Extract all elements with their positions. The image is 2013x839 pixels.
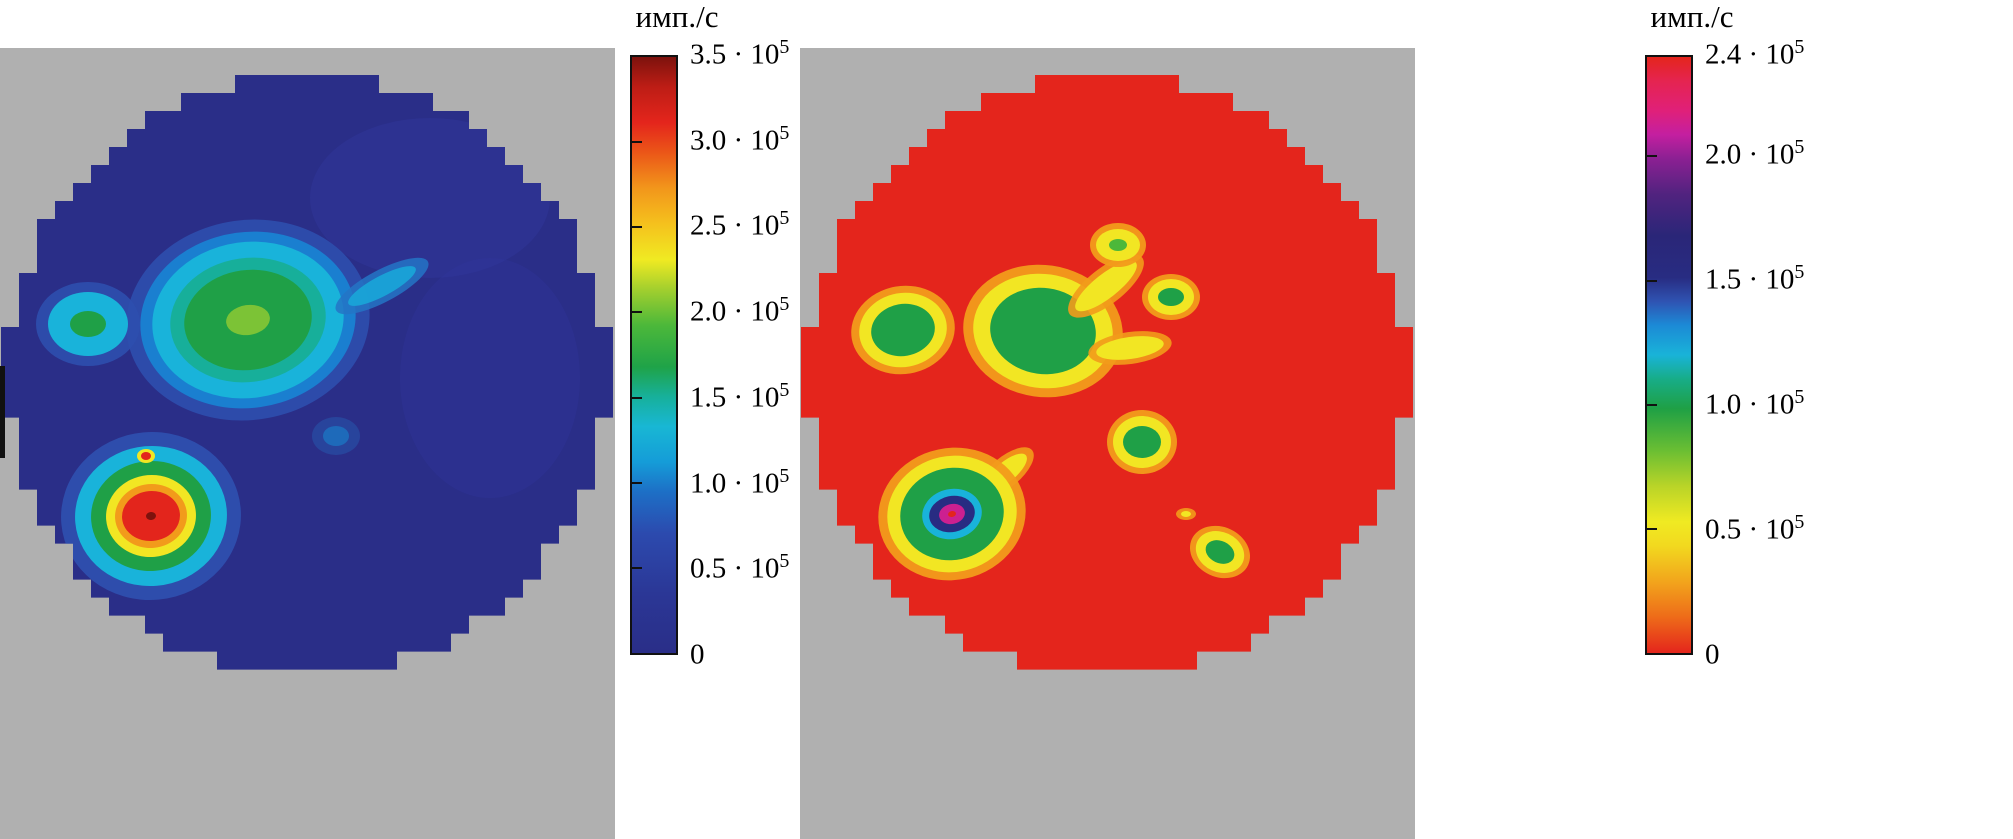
colorbar-tickmark bbox=[632, 226, 642, 229]
colorbar-right: 2.4 · 105 2.0 · 105 1.5 · 105 1.0 · 105 0.5 … bbox=[1645, 37, 1885, 669]
colorbar-tickmark bbox=[632, 141, 642, 144]
colorbar-unit-label-left: имп./с bbox=[635, 0, 719, 34]
colorbar-tickmark bbox=[1647, 527, 1657, 530]
colorbar-tick-label: 1.0 · 105 bbox=[690, 464, 790, 500]
colorbar-tickmark bbox=[1647, 403, 1657, 406]
colorbar-tick-label: 0 bbox=[1705, 638, 1720, 671]
colorbar-gradient-left bbox=[630, 55, 678, 655]
colorbar-tickmark bbox=[1647, 279, 1657, 282]
colorbar-tick-label: 0.5 · 105 bbox=[690, 550, 790, 585]
blob-lower-left-focus bbox=[146, 511, 156, 521]
scan-image-right bbox=[800, 48, 1415, 839]
colorbar-tick-label: 0 bbox=[690, 638, 705, 671]
colorbar-left: 3.5 · 105 3.0 · 105 2.5 · 105 2.0 · 105 1.5 … bbox=[630, 37, 870, 669]
colorbar-tickmark bbox=[632, 566, 642, 569]
colorbar-gradient-right bbox=[1645, 55, 1693, 655]
scan-image-left bbox=[0, 48, 615, 839]
colorbar-tick-label: 2.4 · 105 bbox=[1705, 35, 1805, 71]
blob-lower-right-defect bbox=[1205, 540, 1235, 564]
blob-arm-upper-right bbox=[1075, 260, 1137, 312]
colorbar-tick-label: 2.5 · 105 bbox=[690, 207, 790, 242]
colorbar-unit-label-right: имп./с bbox=[1650, 0, 1734, 34]
blob-lower-left-focus bbox=[948, 510, 956, 518]
colorbar-tick-label: 1.0 · 105 bbox=[1705, 385, 1805, 421]
blob-left-lateral-uptake bbox=[70, 311, 106, 337]
colorbar-tick-label: 3.5 · 105 bbox=[690, 35, 790, 71]
blob-upper-central-uptake bbox=[226, 304, 270, 336]
blob-ambient-patch-upper-right bbox=[310, 118, 550, 278]
blob-arm-right bbox=[1096, 336, 1164, 360]
colorbar-tick-label: 3.0 · 105 bbox=[690, 121, 790, 157]
blob-right-wisp bbox=[348, 266, 416, 306]
blob-ambient-patch-right bbox=[400, 258, 580, 498]
blob-tiny-speck bbox=[1181, 511, 1191, 517]
colorbar-tickmark bbox=[632, 396, 642, 399]
heatmap-right bbox=[800, 48, 1415, 839]
colorbar-tickmark bbox=[632, 311, 642, 314]
colorbar-tick-label: 2.0 · 105 bbox=[690, 293, 790, 328]
blob-right-small-defect bbox=[1158, 288, 1184, 306]
colorbar-labels-left: 3.5 · 105 3.0 · 105 2.5 · 105 2.0 · 105 1.5 … bbox=[690, 37, 870, 669]
blob-mid-right-defect bbox=[1123, 426, 1161, 458]
left-edge-marker bbox=[0, 366, 5, 458]
blob-top-bump bbox=[1109, 239, 1127, 251]
heatmap-left bbox=[0, 48, 615, 839]
colorbar-labels-right: 2.4 · 105 2.0 · 105 1.5 · 105 1.0 · 105 0.5 … bbox=[1705, 37, 1885, 669]
colorbar-tickmark bbox=[632, 481, 642, 484]
colorbar-tick-label: 1.5 · 105 bbox=[690, 378, 790, 414]
colorbar-tick-label: 1.5 · 105 bbox=[1705, 260, 1805, 296]
blob-faint-spot bbox=[323, 426, 349, 446]
blob-focus-speck bbox=[141, 452, 151, 460]
colorbar-tick-label: 2.0 · 105 bbox=[1705, 135, 1805, 171]
colorbar-tick-label: 0.5 · 105 bbox=[1705, 510, 1805, 546]
colorbar-tickmark bbox=[1647, 155, 1657, 158]
blob-upper-left-defect bbox=[871, 303, 935, 357]
